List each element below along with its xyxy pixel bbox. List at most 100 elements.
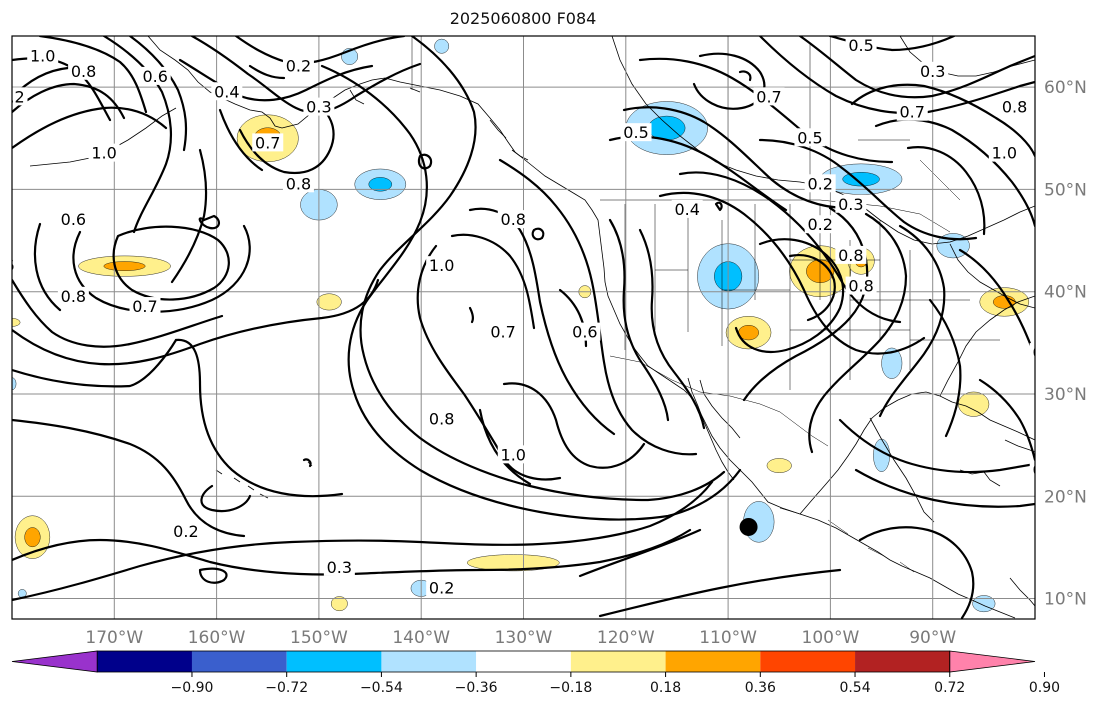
anomaly-region	[316, 293, 342, 311]
colorbar-tick-label: −0.72	[265, 680, 308, 696]
contour-label-background	[303, 97, 335, 116]
colorbar: −0.90 −0.72 −0.54 −0.36 −0.18 0.18 0.36 0.54 0.7…	[11, 650, 1060, 696]
contour-label: 0.6	[572, 323, 597, 342]
contour-label-background	[671, 199, 703, 218]
contour-label-background	[68, 61, 100, 80]
anomaly-region	[12, 377, 17, 391]
latitude-tick-label: 40°N	[1044, 283, 1087, 303]
contour-labels: 1.00.81.21.40.60.40.20.30.70.81.00.60.60…	[0, 36, 1105, 597]
anomaly-region	[434, 38, 450, 54]
contour-label-background	[497, 445, 529, 464]
colorbar-swatch	[191, 651, 287, 672]
contour-label-background	[282, 174, 314, 193]
colorbar-swatch	[97, 651, 192, 672]
latitude-tick-label: 20°N	[1044, 487, 1087, 507]
contour-label: 0.3	[1084, 415, 1105, 434]
colorbar-tick-label: 0.18	[650, 680, 681, 696]
anomaly-region	[881, 347, 903, 379]
contour-label-background	[1081, 415, 1105, 433]
contour-label-background	[1040, 205, 1071, 223]
colorbar-swatch	[665, 651, 761, 672]
longitude-tick-label: 120°W	[597, 628, 655, 648]
contour-label: 1.0	[992, 144, 1017, 163]
colorbar-swatch	[381, 651, 477, 672]
contour-label-background	[170, 522, 202, 541]
contour-label-background	[569, 322, 601, 341]
contour-label-background	[426, 409, 458, 428]
contour-label: 0.3	[306, 98, 331, 117]
latitude-tick-label: 10°N	[1044, 590, 1087, 610]
latitude-tick-label: 30°N	[1044, 385, 1087, 405]
contour-label-background	[845, 276, 877, 295]
contour-label-background	[139, 66, 171, 85]
contour-label-background	[999, 97, 1031, 116]
contour-label-background	[211, 82, 243, 101]
colorbar-tick-label: 0.36	[745, 680, 776, 696]
contour-label: 0.8	[848, 277, 873, 296]
contour-label: 0.4	[214, 82, 239, 101]
anomaly-core	[648, 115, 686, 141]
contour-label: 0.2	[286, 57, 311, 76]
colorbar-swatch	[476, 651, 571, 672]
anomaly-region	[467, 554, 560, 572]
anomaly-region	[972, 595, 996, 613]
contour-label-background	[323, 557, 355, 576]
contour-label-background	[753, 87, 785, 106]
contour-label-background	[835, 194, 867, 213]
contour-label: 1.0	[429, 256, 454, 275]
contour-label-background	[27, 46, 59, 65]
contour-label: 0.8	[286, 174, 311, 193]
colorbar-swatch	[570, 651, 666, 672]
longitude-tick-labels: 170°W 160°W 150°W 140°W 130°W 120°W 110°W 100°W…	[85, 628, 956, 648]
contour-label-background	[835, 245, 867, 264]
longitude-tick-label: 140°W	[392, 628, 450, 648]
contour-label: 0.3	[920, 62, 945, 81]
contour-label-background	[804, 174, 836, 193]
contour-label: 0.7	[900, 103, 925, 122]
contour-label: 0.6	[1043, 205, 1068, 224]
longitude-tick-label: 130°W	[495, 628, 553, 648]
contour-label: 0.3	[1033, 343, 1058, 362]
contour-label-background	[804, 215, 836, 234]
anomaly-core	[368, 177, 392, 192]
contour-label: 0.5	[797, 128, 822, 147]
longitude-tick-label: 100°W	[802, 628, 860, 648]
contour-label-background	[1029, 460, 1035, 479]
colorbar-outline	[96, 650, 951, 673]
contour-label-background	[282, 56, 314, 75]
contour-label-background	[12, 256, 18, 275]
colorbar-swatch	[286, 651, 382, 672]
contour-label: 0.8	[61, 287, 86, 306]
contour-label: 1.2	[0, 87, 25, 106]
contour-label-background	[252, 133, 284, 152]
contour-label: 0.2	[807, 215, 832, 234]
contour-label-background	[12, 87, 28, 106]
contour-label: 0.4	[674, 200, 699, 219]
contour-label-background	[620, 123, 652, 142]
anomaly-region	[330, 596, 348, 612]
latitude-tick-label: 60°N	[1044, 78, 1087, 98]
contour-label: 1.0	[91, 144, 116, 163]
latitude-tick-label: 50°N	[1044, 180, 1087, 200]
colorbar-extend-low	[11, 650, 98, 673]
contour-label-background	[794, 128, 826, 147]
contour-label: 0.8	[501, 210, 526, 229]
contour-label-background	[57, 210, 89, 229]
anomaly-region	[766, 458, 792, 473]
colorbar-swatch	[760, 651, 856, 672]
map-plot-area: 1.00.81.21.40.60.40.20.30.70.81.00.60.60…	[0, 36, 1105, 619]
contour-label: 0.6	[61, 210, 86, 229]
contour-label: 0.6	[142, 67, 167, 86]
contour-label-background	[57, 286, 89, 305]
contour-label: 0.7	[255, 133, 280, 152]
colorbar-tick-label: −0.36	[455, 680, 498, 696]
contour-label-background	[497, 210, 529, 229]
colorbar-tick-label: 0.72	[934, 680, 965, 696]
contour-label: 1.0	[30, 46, 55, 65]
contour-label-background	[426, 578, 458, 597]
colorbar-extend-high	[949, 650, 1036, 673]
longitude-tick-label: 170°W	[85, 628, 143, 648]
contour-label: 0.8	[838, 246, 863, 265]
figure-title: 2025060800 F084	[450, 9, 597, 28]
